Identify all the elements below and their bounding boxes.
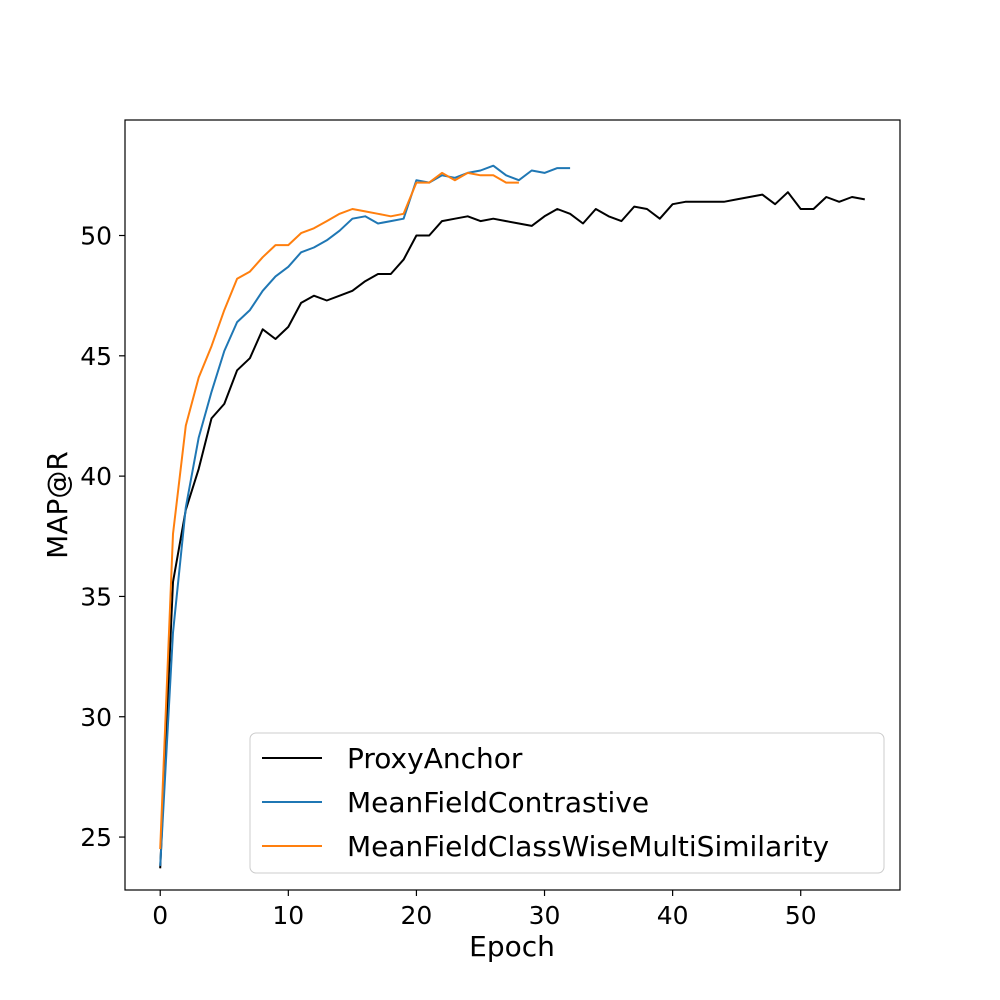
y-tick-label: 35 — [80, 582, 112, 611]
plot-frame — [124, 119, 901, 891]
series-layer — [159, 164, 865, 869]
y-tick-label: 45 — [80, 342, 112, 371]
x-tick-label: 10 — [272, 901, 304, 930]
x-tick-label: 20 — [401, 901, 433, 930]
y-tick-label: 30 — [80, 703, 112, 732]
legend-label-proxy-anchor: ProxyAnchor — [347, 742, 523, 775]
legend: ProxyAnchor MeanFieldContrastive MeanField… — [249, 732, 885, 874]
x-tick-label: 50 — [785, 901, 817, 930]
y-axis-title: MAP@R — [41, 451, 74, 559]
x-axis-title: Epoch — [469, 930, 555, 963]
y-tick-label: 25 — [80, 823, 112, 852]
legend-label-mean-field-class-wise-multi-similarity: MeanFieldClassWiseMultiSimilarity — [347, 830, 829, 863]
y-axis: 25 30 35 40 45 50 — [80, 222, 125, 852]
y-tick-label: 40 — [80, 462, 112, 491]
legend-frame — [249, 732, 885, 874]
x-tick-label: 0 — [152, 901, 168, 930]
y-tick-label: 50 — [80, 222, 112, 251]
x-tick-label: 40 — [657, 901, 689, 930]
x-tick-label: 30 — [529, 901, 561, 930]
series-line-mean-field-class-wise-multi-similarity — [159, 171, 519, 850]
legend-label-mean-field-contrastive: MeanFieldContrastive — [347, 786, 649, 819]
series-line-proxy-anchor — [159, 191, 865, 869]
x-axis: 0 10 20 30 40 50 — [152, 890, 817, 930]
series-line-mean-field-contrastive — [159, 164, 571, 866]
